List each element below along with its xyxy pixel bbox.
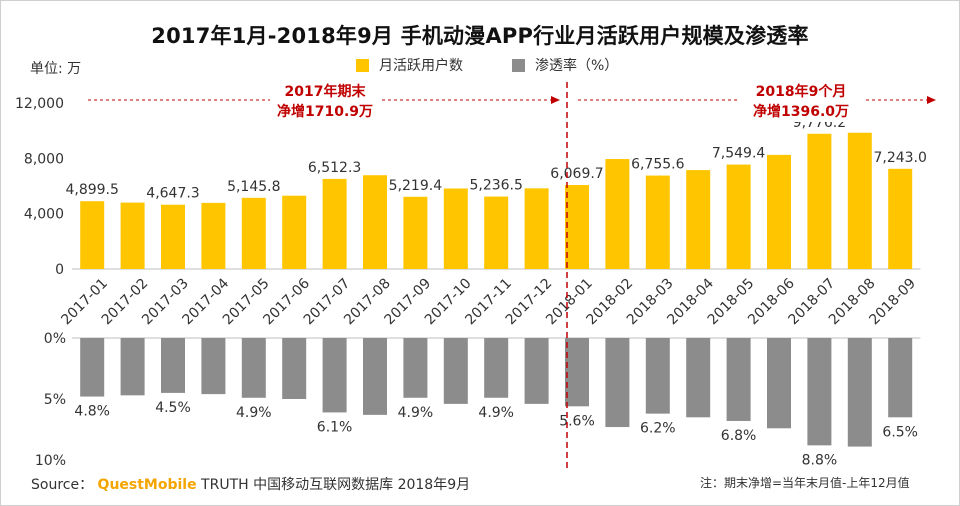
mau-data-label: 5,236.5: [469, 178, 522, 194]
mau-bar: [524, 188, 549, 269]
penetration-data-label: 6.1%: [317, 419, 353, 435]
penetration-bar: [645, 338, 670, 414]
legend-penetration-swatch: [512, 58, 525, 72]
y-tick-label-top: 0: [55, 262, 64, 278]
mau-data-label: 5,145.8: [227, 179, 280, 195]
penetration-data-label: 8.8%: [802, 452, 838, 468]
penetration-bar: [524, 338, 549, 404]
penetration-bar: [201, 338, 226, 395]
penetration-data-label: 6.8%: [721, 428, 757, 444]
mau-bar: [847, 132, 872, 269]
left-annot-line2: 净增1710.9万: [277, 103, 373, 120]
mau-bar: [120, 202, 145, 269]
mau-bar: [241, 197, 266, 269]
right-annot-line2: 净增1396.0万: [753, 103, 849, 120]
source-prefix: Source：: [31, 477, 94, 493]
right-arrow-head: [927, 96, 936, 104]
right-annot-bg: [738, 80, 864, 122]
y-tick-label-bottom: 10%: [35, 453, 66, 469]
mau-data-label: 6,069.7: [550, 166, 603, 182]
mau-bar: [282, 195, 307, 269]
penetration-bar: [484, 338, 509, 398]
mau-data-label: 5,219.4: [389, 178, 443, 194]
mau-data-label: 6,755.6: [631, 157, 685, 173]
penetration-bar: [322, 338, 347, 413]
mau-bar: [80, 201, 105, 269]
penetration-bar: [403, 338, 428, 398]
chart-title: 2017年1月-2018年9月 手机动漫APP行业月活跃用户规模及渗透率: [151, 24, 809, 48]
mau-data-label: 4,647.3: [146, 186, 199, 202]
penetration-data-label: 4.5%: [155, 400, 191, 416]
mau-data-label: 6,512.3: [308, 160, 361, 176]
penetration-bar-chart: 0% 5% 10% 4.8% 4.5% 4.9% 6.1% 4.9% 4.9% 5.6% 6.2% 6…: [35, 331, 921, 469]
legend-penetration: 渗透率（%）: [512, 55, 618, 75]
mau-bar-chart: 12,0008,0004,00004,899.52017-012017-024,…: [15, 96, 927, 328]
penetration-bar: [241, 338, 266, 398]
mau-bar: [565, 185, 589, 269]
penetration-bar: [443, 338, 468, 404]
legend-mau: 月活跃用户数: [356, 55, 463, 75]
mau-bar: [443, 188, 468, 269]
mau-bar: [888, 168, 913, 269]
y-tick-label-bottom: 5%: [44, 392, 66, 408]
mau-bar: [767, 154, 791, 269]
penetration-bar: [363, 338, 387, 415]
mau-bar: [161, 204, 185, 269]
left-arrow-head: [551, 96, 560, 104]
annotations: 2017年期末 净增1710.9万 2018年9个月 净增1396.0万: [88, 80, 936, 470]
penetration-bar: [807, 338, 832, 446]
left-annot-bg: [270, 80, 380, 122]
mau-bar: [686, 170, 711, 269]
mau-data-label: 4,899.5: [65, 182, 118, 198]
y-tick-label-top: 8,000: [24, 151, 64, 167]
penetration-data-label: 4.9%: [478, 405, 514, 421]
legend-mau-swatch: [356, 58, 369, 72]
mau-bar: [605, 159, 630, 269]
mau-bar: [726, 164, 751, 269]
penetration-data-label: 4.9%: [236, 405, 272, 421]
y-tick-label-top: 12,000: [15, 96, 64, 112]
penetration-bar: [767, 338, 791, 429]
penetration-bar: [726, 338, 751, 421]
penetration-data-label: 4.9%: [398, 405, 434, 421]
mau-data-label: 7,549.4: [712, 146, 766, 162]
mau-bar: [645, 175, 670, 269]
penetration-data-label: 4.8%: [74, 404, 110, 420]
footnote: 注：期末净增=当年末月值-上年12月值: [700, 476, 910, 490]
penetration-bar: [565, 338, 589, 407]
mau-bar: [403, 196, 428, 269]
penetration-bar: [120, 338, 145, 396]
penetration-data-label: 6.2%: [640, 421, 676, 437]
penetration-bar: [686, 338, 711, 418]
penetration-bar: [605, 338, 630, 428]
source-rest: TRUTH 中国移动互联网数据库 2018年9月: [196, 477, 471, 493]
left-annot-line1: 2017年期末: [285, 83, 367, 100]
source-line: Source： QuestMobile TRUTH 中国移动互联网数据库 201…: [31, 474, 470, 494]
penetration-data-label: 6.5%: [882, 424, 918, 440]
y-tick-label-top: 4,000: [24, 207, 64, 223]
penetration-bar: [80, 338, 105, 397]
legend-mau-label: 月活跃用户数: [379, 58, 463, 74]
mau-bar: [363, 175, 387, 269]
unit-label: 单位: 万: [30, 61, 82, 77]
mau-bar: [484, 196, 509, 269]
mau-bar: [807, 133, 832, 269]
y-tick-label-bottom: 0%: [44, 331, 66, 347]
mau-bar: [322, 178, 347, 269]
source-brand: QuestMobile: [97, 477, 197, 493]
penetration-bar: [161, 338, 185, 393]
right-annot-line1: 2018年9个月: [756, 83, 847, 100]
penetration-data-label: 5.6%: [559, 413, 595, 429]
legend-penetration-label: 渗透率（%）: [535, 58, 619, 74]
penetration-bar: [847, 338, 872, 447]
mau-bar: [201, 202, 226, 269]
penetration-bar: [282, 338, 307, 399]
penetration-bar: [888, 338, 913, 418]
mau-data-label: 7,243.0: [873, 150, 926, 166]
